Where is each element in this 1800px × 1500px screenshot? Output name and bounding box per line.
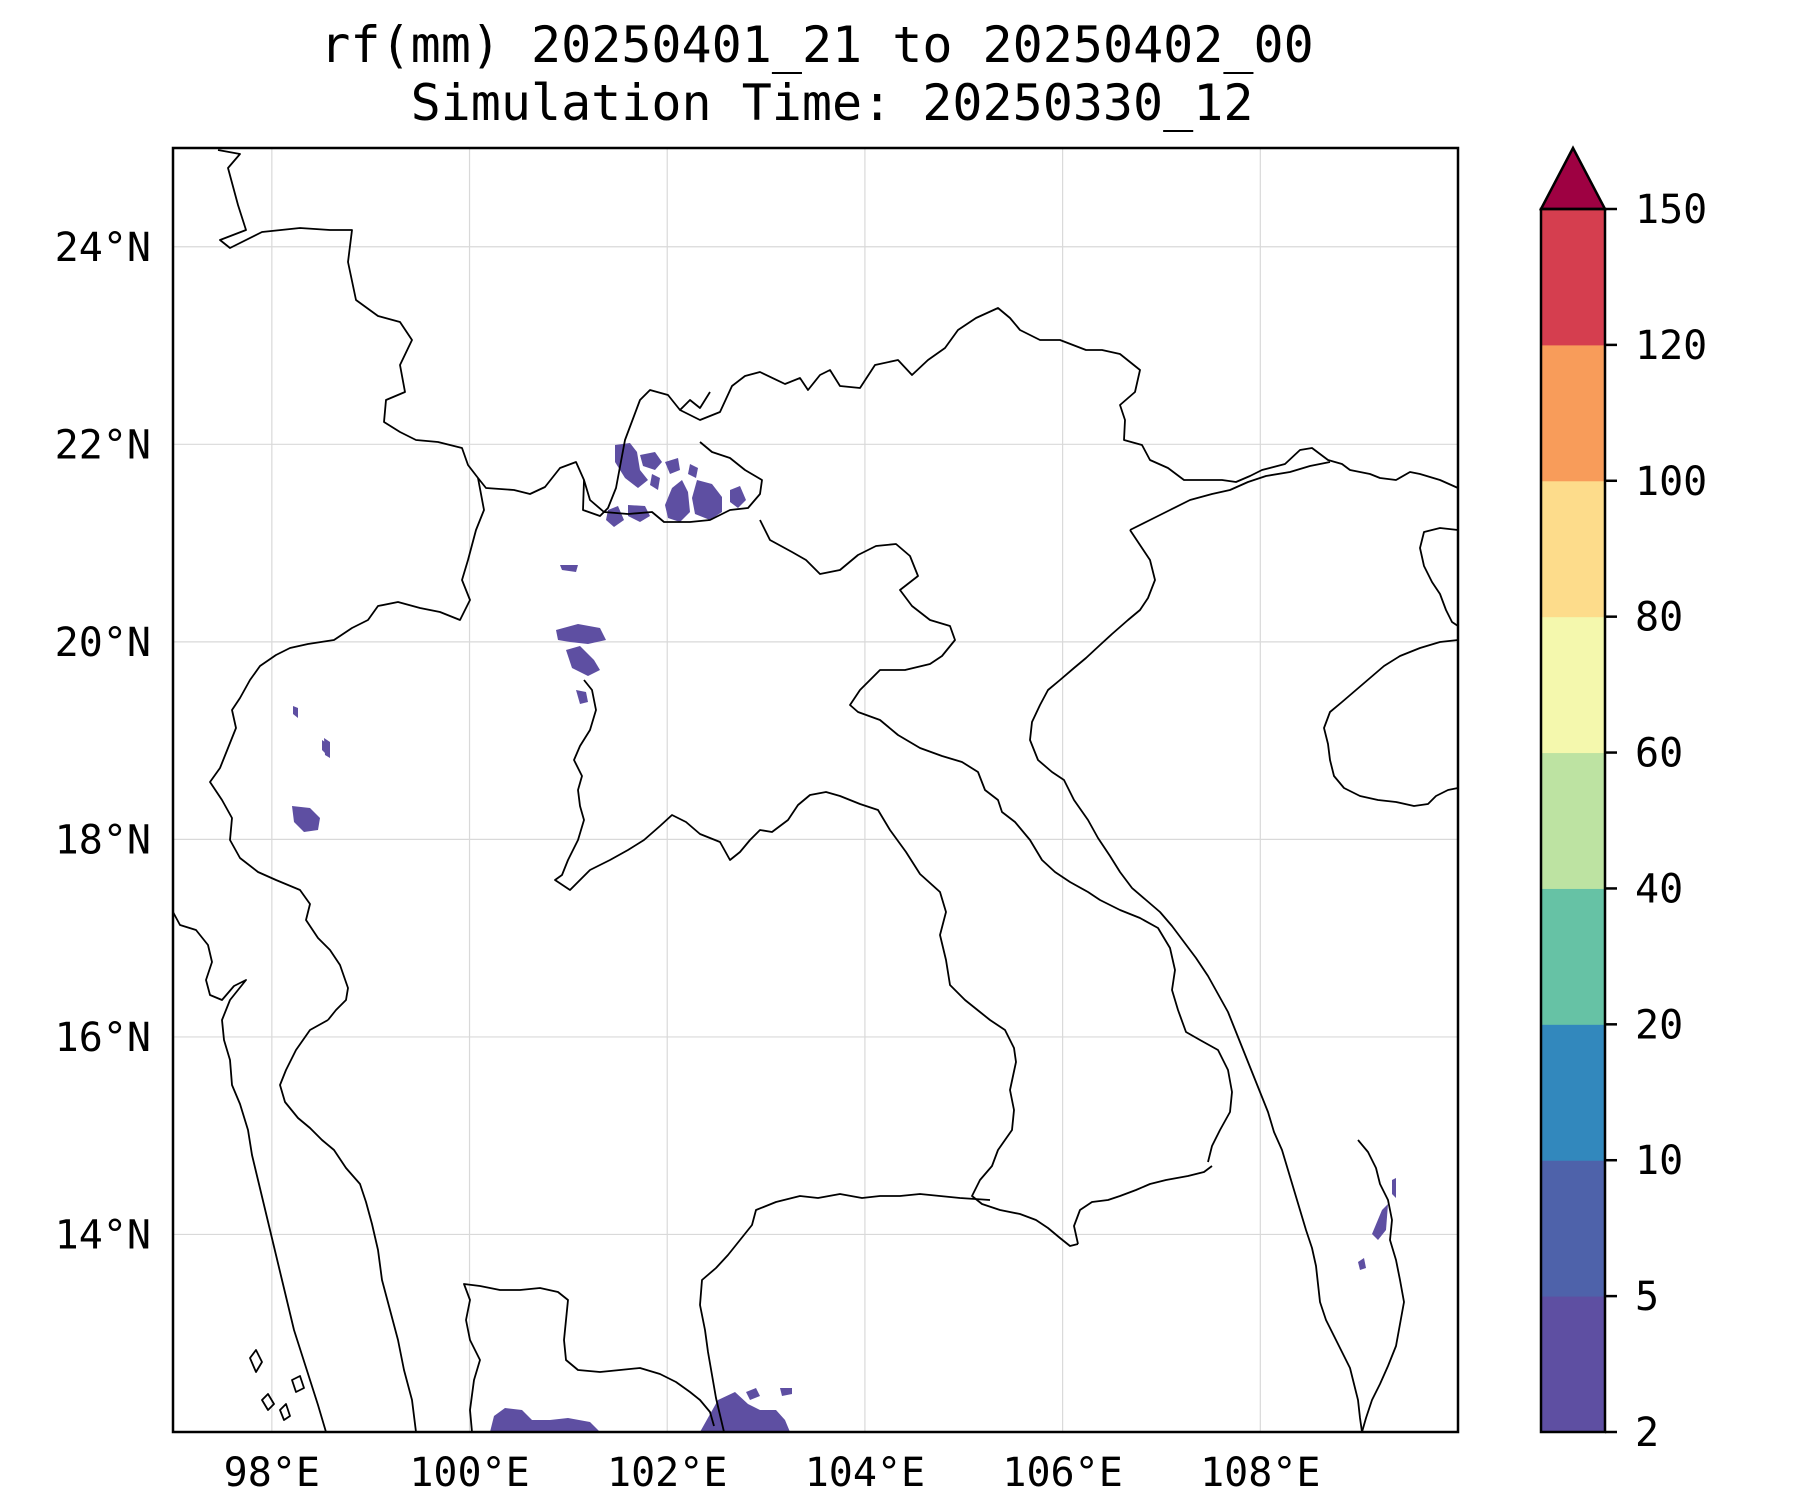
coastlines-and-borders [172,149,1459,1433]
map-background [173,148,1458,1432]
map-frame [171,146,1460,1434]
colorbar-segment [1541,752,1605,889]
y-tick-label: 24°N [55,225,151,271]
latitude-tick-labels: 24°N 22°N 20°N 18°N 16°N 14°N [55,225,151,1259]
rain-cell-nw-thailand [324,738,330,758]
colorbar-tick-label: 80 [1635,595,1683,641]
x-tick-label: 108°E [1200,1450,1320,1496]
gridlines [173,148,1458,1432]
rain-cell-vietnam-coast [1358,1258,1366,1270]
colorbar-tick-label: 40 [1635,866,1683,912]
border-china-vietnam [679,307,1459,489]
longitude-tick-labels: 98°E 100°E 102°E 104°E 106°E 108°E [224,1450,1321,1496]
x-tick-label: 106°E [1002,1450,1122,1496]
rain-cell-north-laos [688,464,698,478]
rain-cell-cambodia-coast [746,1388,760,1400]
y-tick-label: 16°N [55,1015,151,1061]
rain-cell-vietnam-coast [1372,1204,1388,1240]
colorbar-tick-label: 150 [1635,187,1707,233]
y-tick-label: 18°N [55,817,151,863]
colorbar-segment [1541,616,1605,754]
colorbar-tick-label: 20 [1635,1002,1683,1048]
rain-cell-cambodia-coast [780,1388,792,1396]
rain-cell-north-laos [606,506,624,527]
title-line-2: Simulation Time: 20250330_12 [411,74,1254,132]
colorbar-segment [1541,344,1605,482]
rain-cell-north-laos [650,474,660,490]
y-tick-label: 14°N [55,1212,151,1258]
rain-cell-nw-thailand [293,706,298,718]
border-cambodia-west [699,1193,991,1433]
x-tick-label: 104°E [805,1450,925,1496]
colorbar-segment [1541,1160,1605,1297]
colorbar-tick-label: 2 [1635,1410,1659,1456]
title-line-1: rf(mm) 20250401_21 to 20250402_00 [320,16,1313,74]
rain-cell-north-laos [640,452,662,470]
y-tick-label: 20°N [55,620,151,666]
coast-leizhou [1419,527,1459,627]
colorbar-tick-label: 5 [1635,1274,1659,1320]
border-thailand-cambodia [1073,1165,1213,1245]
coast-gulf-east [463,1283,715,1433]
coast-tonkin-gulf [1129,461,1331,531]
coast-vietnam-south [1357,1139,1405,1433]
rain-cell-north-laos [692,480,722,520]
border-mekong [554,679,1079,1247]
colorbar-tick-label: 10 [1635,1138,1683,1184]
rain-cell-gulf-thailand [490,1408,600,1432]
colorbar-extend-arrow [1538,145,1608,211]
coast-vietnam-north [1029,529,1363,1433]
coast-gulf-of-thailand [279,1019,417,1433]
border-laos-thailand [209,477,485,1021]
rain-cell-north-laos [615,443,648,488]
y-tick-label: 22°N [55,422,151,468]
border-laos-vietnam [759,519,1233,1163]
colorbar-tick-label: 100 [1635,459,1707,505]
colorbar: 2 5 10 20 40 60 80 100 120 150 [1538,145,1707,1456]
x-tick-label: 102°E [607,1450,727,1496]
rain-cell-laos-west [576,690,588,704]
coast-myanmar-west [172,911,327,1433]
rain-cell-north-laos [560,565,578,572]
border-china-myanmar [217,149,711,517]
coast-andaman-islands [249,1349,305,1421]
colorbar-tick-label: 120 [1635,323,1707,369]
colorbar-segment [1541,1024,1605,1161]
colorbar-tick-label: 60 [1635,731,1683,777]
colorbar-segment [1541,480,1605,618]
colorbar-segment [1541,209,1605,346]
colorbar-frame [1539,207,1607,1434]
coast-hainan [1323,639,1459,807]
x-tick-label: 98°E [224,1450,320,1496]
rain-cell-nw-thailand [292,806,320,832]
rain-cell-vietnam-coast [1392,1178,1396,1198]
x-tick-label: 100°E [409,1450,529,1496]
colorbar-segment [1541,888,1605,1025]
border-laos-north [583,441,763,523]
rain-cell-north-laos [730,486,746,508]
rain-cell-laos-west [566,646,600,676]
rain-cell-laos-west [556,624,606,644]
rain-cell-north-laos [665,458,680,474]
rain-cell-north-laos [665,480,690,522]
colorbar-segment [1541,1296,1605,1433]
figure-title: rf(mm) 20250401_21 to 20250402_00 Simula… [320,16,1313,132]
map-panel: 98°E 100°E 102°E 104°E 106°E 108°E 24°N 22°N 20… [55,146,1460,1496]
